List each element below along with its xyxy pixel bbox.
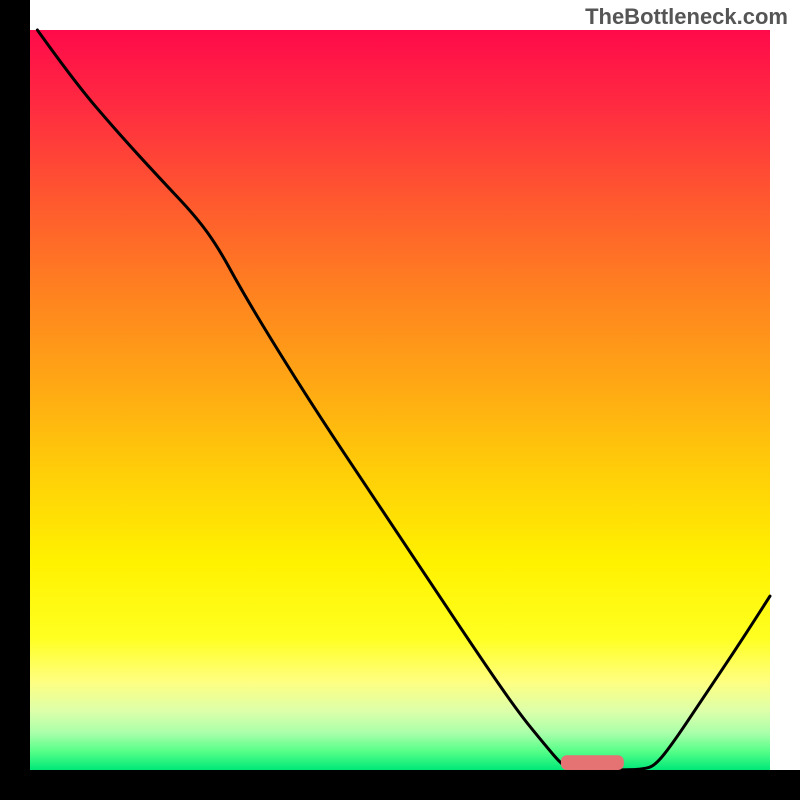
watermark-label: TheBottleneck.com [585, 4, 788, 30]
optimal-range-marker [561, 755, 624, 770]
y-axis [0, 0, 30, 800]
x-axis [0, 770, 800, 800]
bottleneck-chart: TheBottleneck.com [0, 0, 800, 800]
chart-background [30, 30, 770, 770]
chart-svg [0, 0, 800, 800]
